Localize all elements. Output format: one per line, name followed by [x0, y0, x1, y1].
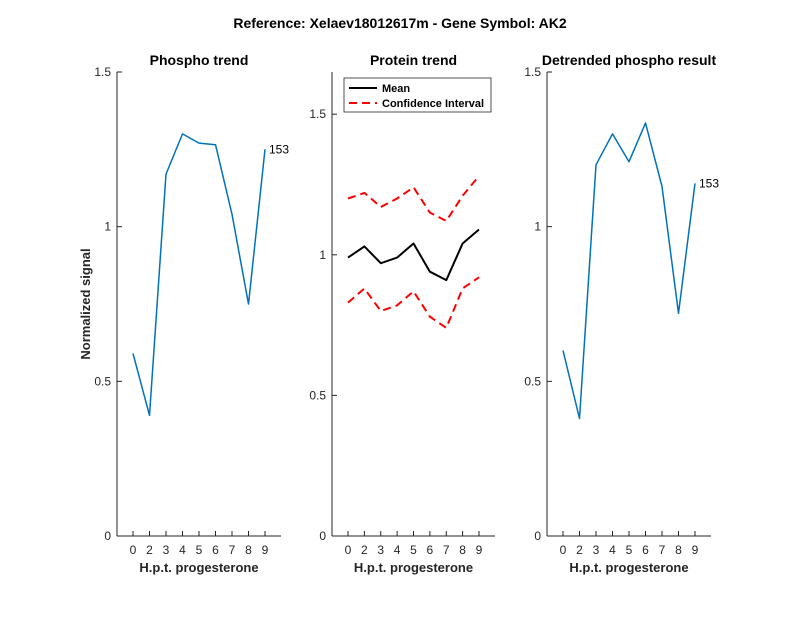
- phospho-x-tick-label: 8: [245, 543, 252, 557]
- phospho-y-tick-label: 0: [104, 529, 111, 543]
- phospho-end-label: 153: [269, 142, 289, 156]
- detrended-title: Detrended phospho result: [542, 52, 717, 68]
- detrended-y-tick-label: 0: [534, 529, 541, 543]
- detrended-x-tick-label: 2: [576, 543, 583, 557]
- protein-y-tick-label: 1.5: [309, 107, 326, 121]
- protein-x-tick-label: 4: [394, 543, 401, 557]
- detrended-x-axis-label: H.p.t. progesterone: [569, 560, 688, 575]
- detrended-x-tick-label: 8: [675, 543, 682, 557]
- phospho-y-tick-label: 1.5: [94, 65, 111, 79]
- protein-x-tick-label: 0: [345, 543, 352, 557]
- phospho-x-tick-label: 0: [130, 543, 137, 557]
- protein-x-tick-label: 6: [427, 543, 434, 557]
- protein-x-tick-label: 8: [459, 543, 466, 557]
- detrended-end-label: 153: [699, 176, 719, 190]
- detrended-x-tick-label: 0: [560, 543, 567, 557]
- phospho-y-axis-label: Normalized signal: [78, 248, 93, 359]
- protein-x-tick-label: 7: [443, 543, 450, 557]
- detrended-y-tick-label: 0.5: [524, 374, 541, 388]
- protein-title: Protein trend: [370, 52, 457, 68]
- protein-x-tick-label: 3: [377, 543, 384, 557]
- phospho-series-line-0: [132, 133, 266, 417]
- protein-series-line-2: [347, 276, 480, 329]
- phospho-x-tick-label: 4: [179, 543, 186, 557]
- protein-y-tick-label: 1: [319, 248, 326, 262]
- phospho-x-tick-label: 2: [146, 543, 153, 557]
- protein-legend-label: Mean: [382, 83, 410, 95]
- protein-x-tick-label: 9: [476, 543, 483, 557]
- phospho-x-tick-label: 9: [262, 543, 269, 557]
- phospho-title: Phospho trend: [150, 52, 249, 68]
- protein-x-axis-label: H.p.t. progesterone: [354, 560, 473, 575]
- phospho-x-tick-label: 7: [229, 543, 236, 557]
- phospho-x-tick-label: 6: [212, 543, 219, 557]
- protein-series-line-1: [347, 175, 480, 222]
- protein-legend: Mean Confidence Interval: [343, 77, 492, 113]
- phospho-y-tick-label: 0.5: [94, 374, 111, 388]
- phospho-y-tick-label: 1: [104, 220, 111, 234]
- figure-title: Reference: Xelaev18012617m - Gene Symbol…: [233, 15, 567, 31]
- protein-x-tick-label: 2: [361, 543, 368, 557]
- protein-series-line-0: [347, 228, 480, 282]
- detrended-x-tick-label: 9: [692, 543, 699, 557]
- detrended-series-line-0: [562, 122, 696, 420]
- protein-legend-box: [343, 77, 492, 113]
- detrended-y-tick-label: 1: [534, 220, 541, 234]
- phospho-x-tick-label: 5: [196, 543, 203, 557]
- protein-y-tick-label: 0.5: [309, 388, 326, 402]
- detrended-x-tick-label: 7: [659, 543, 666, 557]
- protein-y-tick-label: 0: [319, 529, 326, 543]
- phospho-x-axis-label: H.p.t. progesterone: [139, 560, 258, 575]
- phospho-x-tick-label: 3: [163, 543, 170, 557]
- protein-legend-label: Confidence Interval: [382, 98, 484, 110]
- detrended-x-tick-label: 3: [593, 543, 600, 557]
- detrended-y-tick-label: 1.5: [524, 65, 541, 79]
- detrended-x-tick-label: 4: [609, 543, 616, 557]
- detrended-x-tick-label: 6: [642, 543, 649, 557]
- protein-x-tick-label: 5: [410, 543, 417, 557]
- detrended-x-tick-label: 5: [626, 543, 633, 557]
